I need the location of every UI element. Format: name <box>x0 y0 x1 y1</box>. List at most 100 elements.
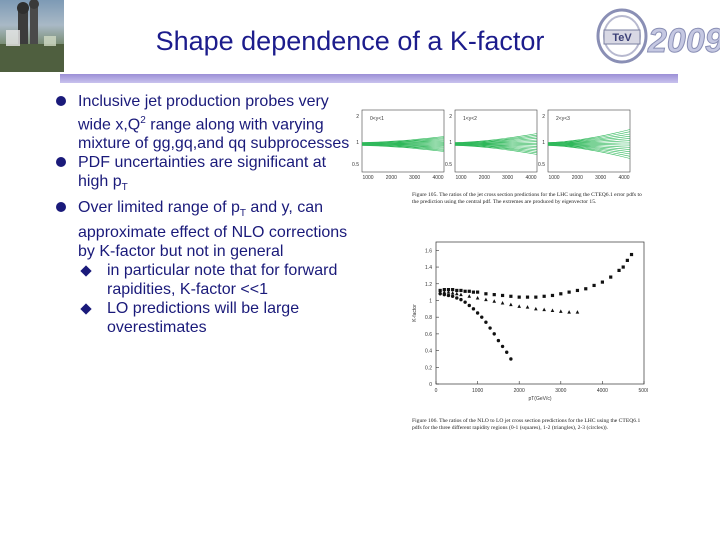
data-point-square <box>534 295 538 299</box>
figure-105-caption: Figure 105. The ratios of the jet cross … <box>412 192 642 205</box>
data-point-square <box>600 280 604 284</box>
y-tick-label: 2 <box>542 114 545 120</box>
data-point-triangle <box>517 304 521 308</box>
error-pdf-curve <box>454 142 538 145</box>
x-tick-label: 0 <box>435 388 438 394</box>
error-pdf-curve <box>547 144 631 157</box>
x-tick-label: 4000 <box>618 175 629 181</box>
data-point-triangle <box>550 308 555 312</box>
data-point-triangle <box>455 291 459 296</box>
x-tick-label: 3000 <box>555 388 566 394</box>
data-point-square <box>584 287 588 291</box>
data-point-triangle <box>525 305 530 309</box>
data-point-circle <box>450 294 455 298</box>
y-tick-label: 0.5 <box>352 162 359 168</box>
error-pdf-curve <box>547 140 631 144</box>
uncertainty-panel: 1<y<2 2 1 0.5 1000 2000 3000 4000 <box>445 109 538 181</box>
x-tick-label: 4000 <box>525 175 536 181</box>
data-point-square <box>629 252 634 257</box>
bullet-1: Inclusive jet production probes very wid… <box>54 92 354 153</box>
data-point-square <box>625 258 629 262</box>
data-point-circle <box>475 311 480 315</box>
error-pdf-curve <box>547 138 631 144</box>
x-tick-label: 1000 <box>455 175 466 181</box>
conference-photo <box>0 0 64 72</box>
error-pdf-curve <box>547 144 631 148</box>
data-point-triangle <box>475 295 480 300</box>
data-point-square <box>609 275 613 279</box>
y-tick-label: 1.2 <box>425 282 432 288</box>
error-pdf-curve <box>361 143 445 145</box>
x-tick-label: 2000 <box>572 175 583 181</box>
title-rule <box>60 74 678 83</box>
x-tick-label: 1000 <box>472 388 483 394</box>
data-point-square <box>484 292 488 296</box>
data-point-triangle <box>567 310 571 314</box>
data-point-triangle <box>534 306 538 311</box>
y-tick-label: 1 <box>542 140 545 146</box>
data-point-square <box>442 288 446 292</box>
data-point-square <box>476 290 480 294</box>
bullet-dot-icon <box>56 96 66 106</box>
y-tick-label: 2 <box>449 114 452 120</box>
data-point-square <box>621 265 625 269</box>
bullet-dot-icon <box>56 201 66 212</box>
data-point-triangle <box>509 302 513 307</box>
error-pdf-curve <box>547 142 631 145</box>
x-tick-label: 1000 <box>548 175 559 181</box>
data-point-circle <box>467 303 471 308</box>
data-point-circle <box>459 297 463 302</box>
data-point-triangle <box>542 307 546 312</box>
data-point-circle <box>488 326 492 330</box>
subbullet-2: LO predictions will be large overestimat… <box>54 299 354 337</box>
x-tick-label: 2000 <box>479 175 490 181</box>
plot-frame <box>435 241 645 385</box>
data-point-circle <box>442 292 447 297</box>
data-point-circle <box>463 300 467 304</box>
x-tick-label: 4000 <box>597 388 608 394</box>
data-point-square <box>559 292 563 296</box>
subbullet-diamond-icon <box>80 265 92 277</box>
y-tick-label: 1.6 <box>425 248 432 254</box>
data-point-circle <box>446 293 451 298</box>
bullet-list: Inclusive jet production probes very wid… <box>54 92 354 337</box>
y-axis-label: K-factor <box>412 304 418 322</box>
data-point-circle <box>484 320 488 324</box>
x-tick-label: 3000 <box>502 175 513 181</box>
data-point-circle <box>438 292 442 296</box>
error-pdf-curve <box>547 131 631 144</box>
data-point-square <box>617 268 621 272</box>
error-pdf-curve <box>547 144 631 155</box>
x-tick-label: 2000 <box>386 175 397 181</box>
k-factor-chart: 0 0.2 0.4 0.6 0.8 1 1.2 1.4 1.6 0 1000 2000 3000 4000… <box>412 241 648 402</box>
data-point-square <box>550 293 555 298</box>
subbullet-1: in particular note that for forward rapi… <box>54 261 354 299</box>
data-point-circle <box>480 315 484 319</box>
x-tick-label: 1000 <box>362 175 373 181</box>
panel-label: 0<y<1 <box>370 116 384 122</box>
data-point-circle <box>500 344 505 349</box>
data-point-triangle <box>442 290 447 294</box>
y-tick-label: 0.5 <box>538 162 545 168</box>
bullet-3: Over limited range of pT and y, can appr… <box>54 198 354 261</box>
data-point-square <box>567 290 571 294</box>
error-pdf-curve <box>547 145 631 159</box>
y-tick-label: 1 <box>449 140 452 146</box>
data-point-triangle <box>446 290 451 294</box>
pdf-uncertainty-figure: 0<y<1 2 1 0.5 1000 2000 3000 4000 1<y<2 2 1 0.5 1000… <box>352 109 631 181</box>
data-point-triangle <box>467 294 472 298</box>
data-point-square <box>451 288 455 292</box>
error-pdf-curve <box>361 145 445 152</box>
data-point-square <box>467 289 471 293</box>
figure-106-caption: Figure 106. The ratios of the NLO to LO … <box>412 418 641 431</box>
subbullet-diamond-icon <box>80 303 92 315</box>
y-tick-label: 1.4 <box>425 265 432 271</box>
data-point-square <box>455 288 459 293</box>
x-tick-label: 2000 <box>514 388 525 394</box>
error-pdf-curve <box>547 133 631 144</box>
y-tick-label: 0.2 <box>425 365 432 371</box>
error-pdf-curve <box>547 143 631 146</box>
data-point-circle <box>496 338 501 343</box>
error-pdf-curve <box>454 144 538 149</box>
data-point-triangle <box>575 310 580 314</box>
